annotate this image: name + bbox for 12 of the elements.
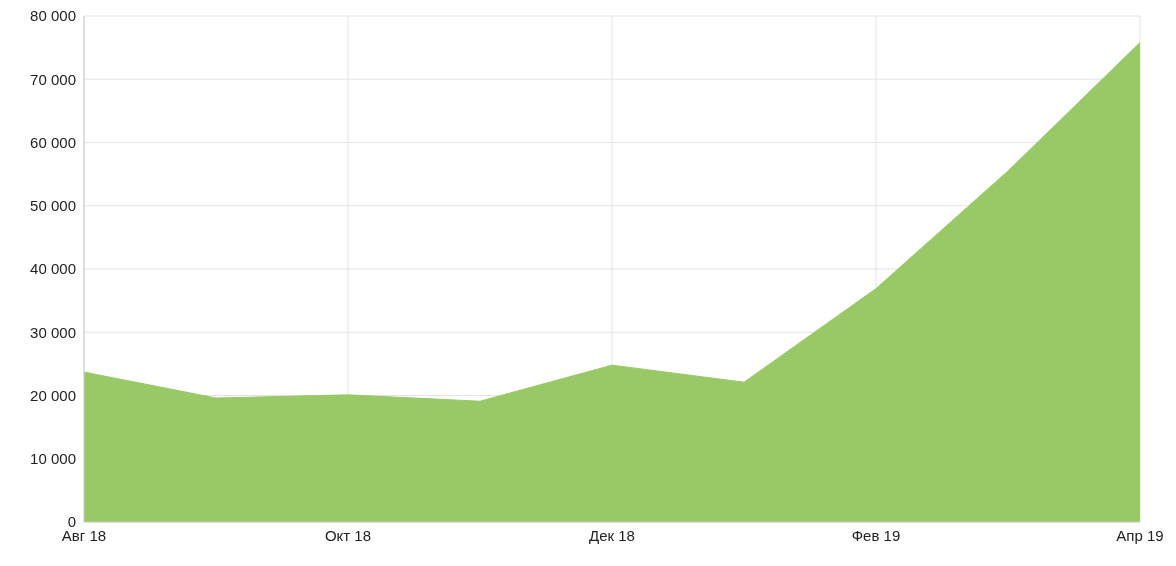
x-tick-label: Дек 18 [589,526,635,544]
y-tick-label: 80 000 [30,7,76,25]
x-tick-label: Апр 19 [1116,526,1164,544]
y-tick-label: 10 000 [30,450,76,468]
y-tick-label: 60 000 [30,133,76,151]
x-tick-label: Окт 18 [324,526,372,544]
y-tick-label: 70 000 [30,70,76,88]
y-tick-label: 20 000 [30,386,76,404]
y-tick-label: 40 000 [30,260,76,278]
x-tick-label: Фев 19 [851,526,901,544]
y-tick-label: 30 000 [30,323,76,341]
y-tick-label: 50 000 [30,197,76,215]
